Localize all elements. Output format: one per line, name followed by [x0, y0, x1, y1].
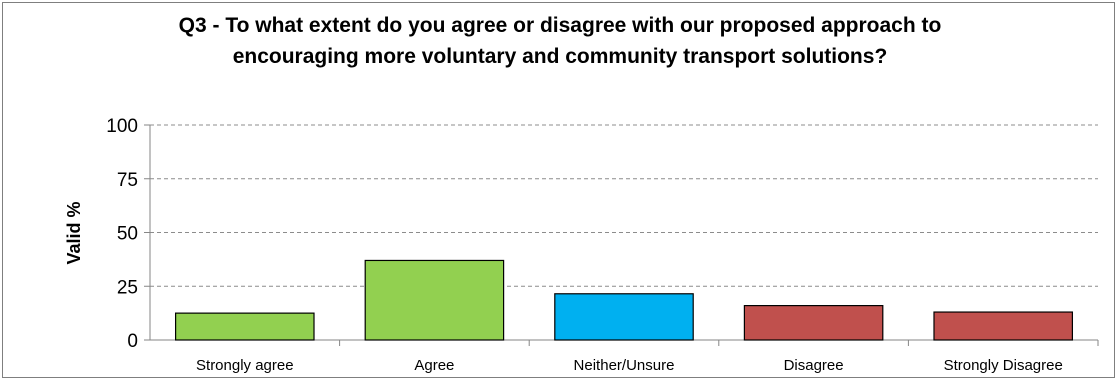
y-tick-label: 0	[127, 331, 138, 352]
x-category-label: Strongly agree	[196, 357, 294, 374]
y-tick-labels: 0 25 50 75 100	[106, 116, 138, 352]
x-category-label: Neither/Unsure	[574, 357, 675, 374]
chart-title: Q3 - To what extent do you agree or disa…	[178, 14, 942, 68]
x-category-label: Agree	[414, 357, 454, 374]
y-tick-label: 75	[117, 170, 138, 191]
x-category-label: Strongly Disagree	[944, 357, 1063, 374]
bar	[174, 312, 315, 341]
bar	[364, 259, 505, 341]
bars	[174, 259, 1074, 341]
gridlines	[150, 124, 1098, 287]
y-tick-label: 25	[117, 277, 138, 298]
x-category-labels: Strongly agree Agree Neither/Unsure Disagre…	[196, 357, 1063, 374]
bar	[743, 305, 884, 341]
x-category-label: Disagree	[784, 357, 844, 374]
bar	[554, 293, 694, 341]
y-axis-title: Valid %	[64, 201, 84, 264]
y-tick-label: 50	[117, 224, 138, 245]
y-tick-label: 100	[106, 116, 138, 137]
bar	[933, 311, 1074, 341]
